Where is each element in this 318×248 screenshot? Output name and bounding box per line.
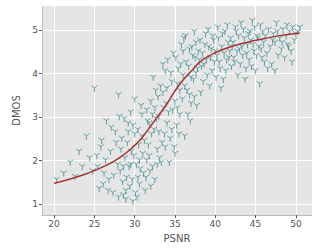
svg-text:30: 30 [129,219,141,229]
svg-text:3: 3 [32,112,38,122]
svg-text:45: 45 [250,219,261,229]
svg-text:20: 20 [48,219,60,229]
svg-text:25: 25 [89,219,100,229]
svg-text:1: 1 [32,199,38,209]
svg-text:40: 40 [210,219,222,229]
svg-text:5: 5 [32,25,38,35]
svg-text:PSNR: PSNR [164,233,191,244]
svg-text:2: 2 [32,156,38,166]
svg-text:35: 35 [169,219,180,229]
svg-text:50: 50 [290,219,302,229]
svg-text:DMOS: DMOS [11,95,22,126]
svg-text:4: 4 [32,69,38,79]
